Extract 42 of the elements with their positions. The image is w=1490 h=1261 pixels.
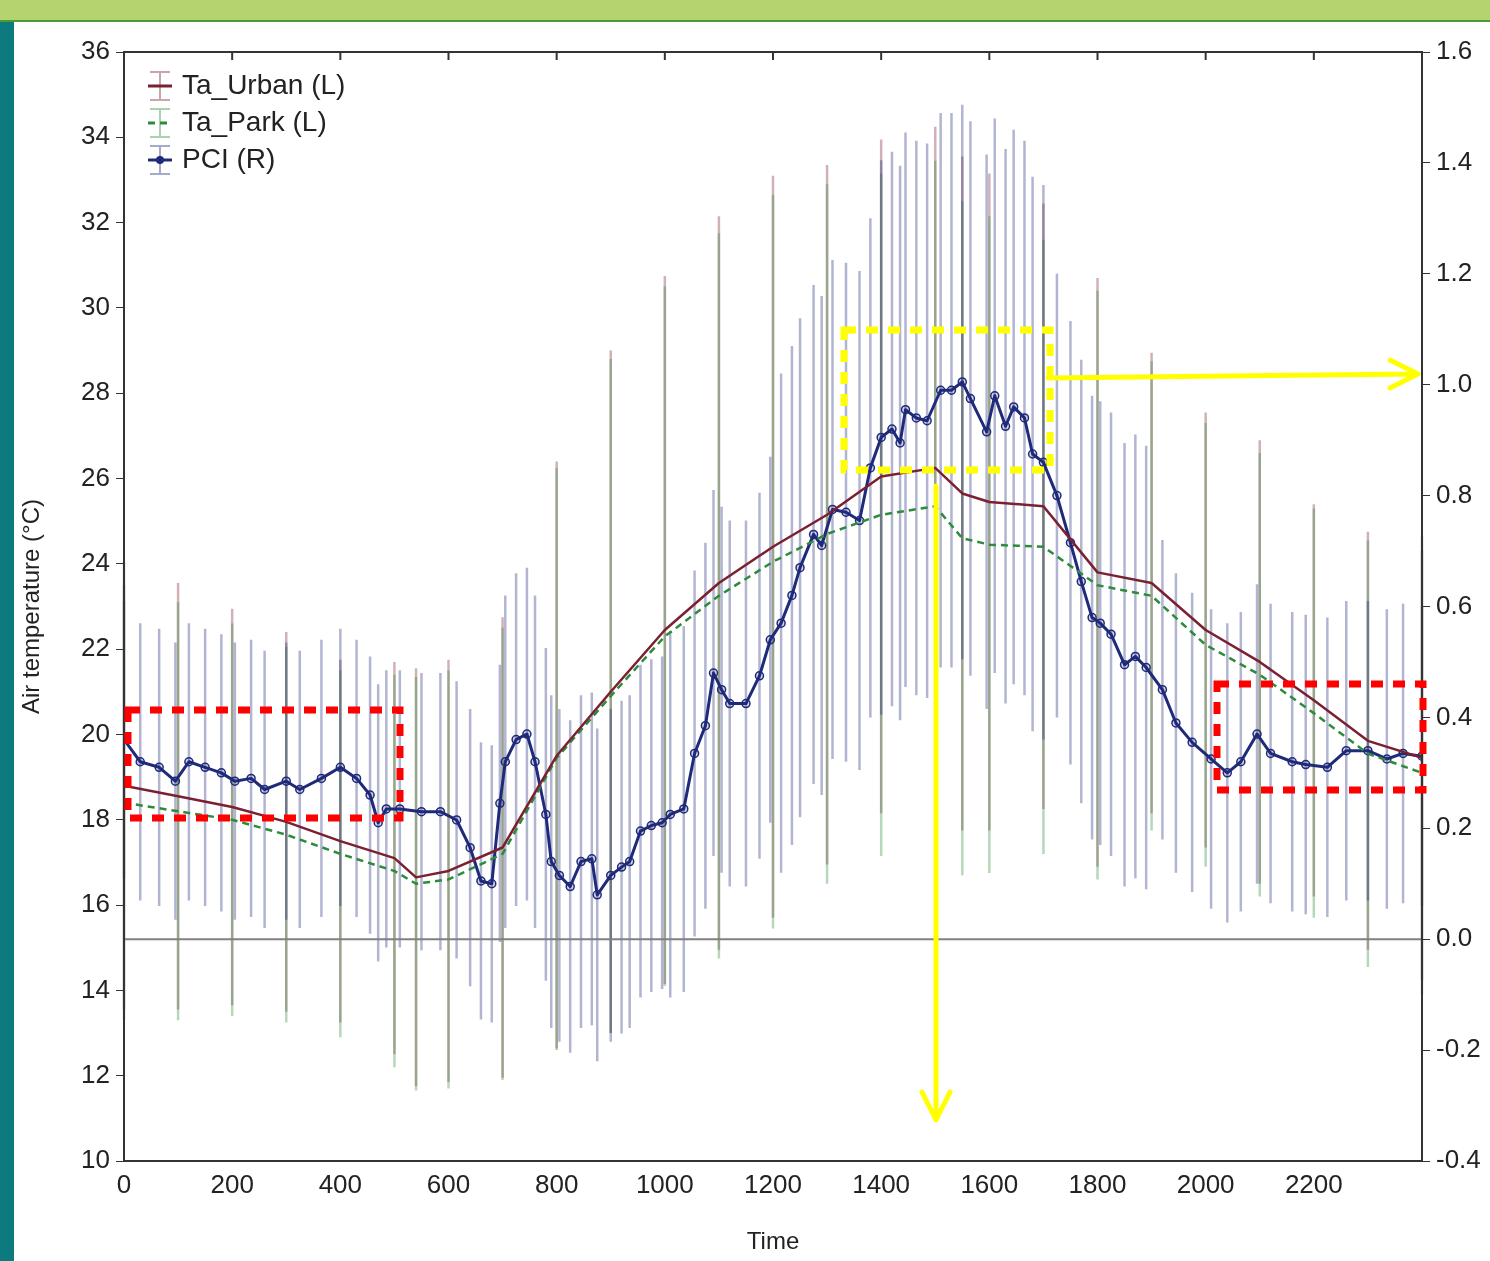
legend-label: Ta_Urban (L) xyxy=(182,68,346,100)
y2-tick-label: 1.6 xyxy=(1436,35,1473,66)
y2-tick-label: 0.8 xyxy=(1436,478,1473,509)
y2-tick-label: 0.0 xyxy=(1436,922,1473,953)
y-tick-label: 32 xyxy=(81,205,110,236)
y-axis-title: Air temperature (°C) xyxy=(17,499,45,714)
y-tick-label: 10 xyxy=(81,1144,110,1175)
y2-tick-label: 0.4 xyxy=(1436,700,1473,731)
y2-tick-label: 1.4 xyxy=(1436,146,1473,177)
y-tick-label: 36 xyxy=(81,35,110,66)
y-tick-label: 16 xyxy=(81,888,110,919)
y2-tick-label: -0.2 xyxy=(1436,1033,1481,1064)
x-tick-label: 200 xyxy=(210,1169,254,1200)
y-tick-label: 28 xyxy=(81,376,110,407)
legend-label: PCI (R) xyxy=(182,142,276,174)
y2-tick-label: 1.2 xyxy=(1436,256,1473,287)
x-axis-title: Time xyxy=(746,1227,800,1255)
x-tick-label: 0 xyxy=(116,1169,132,1200)
y-tick-label: 30 xyxy=(81,291,110,322)
x-tick-label: 2000 xyxy=(1176,1169,1235,1200)
y2-tick-label: 0.2 xyxy=(1436,811,1473,842)
y-tick-label: 20 xyxy=(81,717,110,748)
x-tick-label: 1600 xyxy=(960,1169,1019,1200)
y-tick-label: 12 xyxy=(81,1058,110,1089)
x-tick-label: 600 xyxy=(426,1169,471,1200)
y-tick-label: 14 xyxy=(81,973,110,1004)
y2-tick-label: -0.4 xyxy=(1436,1144,1481,1175)
x-tick-label: 2200 xyxy=(1284,1169,1343,1200)
x-tick-label: 400 xyxy=(318,1169,363,1200)
y-tick-label: 24 xyxy=(81,547,110,578)
legend-label: Ta_Park (L) xyxy=(182,105,327,137)
y-tick-label: 34 xyxy=(81,120,110,151)
y-tick-label: 22 xyxy=(81,632,110,663)
y2-tick-label: 0.6 xyxy=(1436,589,1473,620)
x-tick-label: 1800 xyxy=(1068,1169,1127,1200)
y-tick-label: 26 xyxy=(81,461,110,492)
x-tick-label: 1000 xyxy=(635,1169,694,1200)
y2-tick-label: 1.0 xyxy=(1436,367,1473,398)
y-tick-label: 18 xyxy=(81,802,110,833)
x-tick-label: 1400 xyxy=(852,1169,911,1200)
x-tick-label: 800 xyxy=(534,1169,579,1200)
x-tick-label: 1200 xyxy=(744,1169,802,1200)
